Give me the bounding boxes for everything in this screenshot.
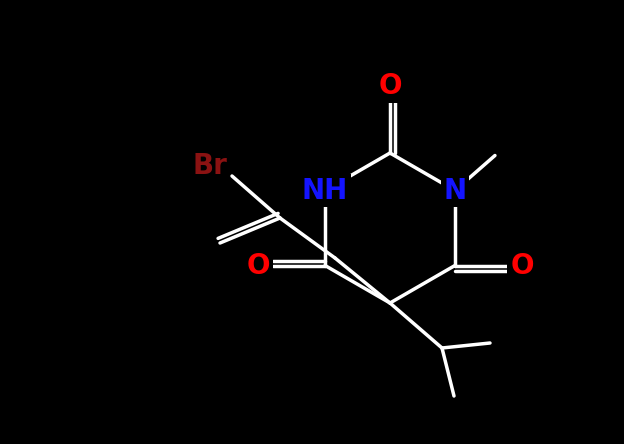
Text: N: N — [444, 177, 467, 205]
Text: NH: NH — [302, 177, 348, 205]
Text: O: O — [510, 251, 534, 280]
Text: Br: Br — [193, 152, 227, 180]
Text: O: O — [378, 72, 402, 100]
Text: O: O — [246, 251, 270, 280]
